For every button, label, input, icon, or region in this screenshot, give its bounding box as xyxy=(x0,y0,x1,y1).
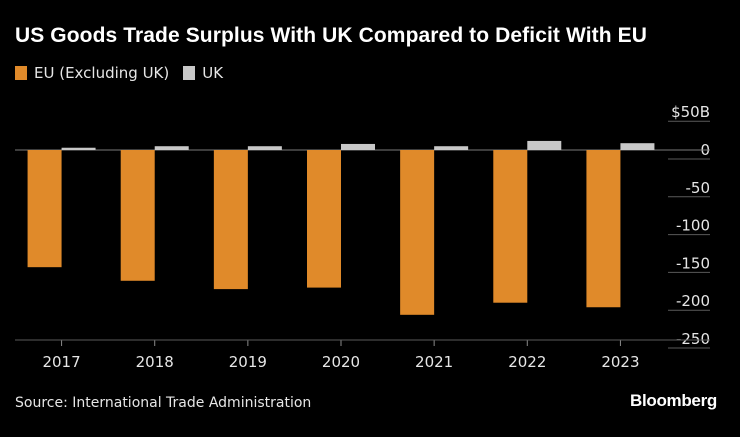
bar-eu xyxy=(400,150,435,315)
legend-label-eu: EU (Excluding UK) xyxy=(34,64,170,82)
bar-eu xyxy=(213,150,248,290)
source-note: Source: International Trade Administrati… xyxy=(15,395,312,411)
bar-eu xyxy=(493,150,528,303)
x-tick-label: 2022 xyxy=(508,353,546,371)
y-tick-label: -100 xyxy=(676,217,710,235)
x-tick-label: 2018 xyxy=(136,353,174,371)
legend-item-eu: EU (Excluding UK) xyxy=(15,64,169,82)
chart-legend: EU (Excluding UK) UK xyxy=(15,64,237,82)
x-tick-label: 2020 xyxy=(322,353,360,371)
y-tick-label: -50 xyxy=(686,179,711,197)
legend-item-uk: UK xyxy=(183,64,223,82)
y-tick-label: -150 xyxy=(676,254,710,272)
x-tick-label: 2023 xyxy=(601,353,639,371)
legend-swatch-eu xyxy=(15,66,27,80)
bar-eu xyxy=(120,150,155,281)
x-tick-label: 2019 xyxy=(229,353,267,371)
bar-uk xyxy=(527,140,562,150)
legend-label-uk: UK xyxy=(202,64,224,82)
bar-uk xyxy=(620,143,655,150)
legend-swatch-uk xyxy=(183,66,196,80)
x-tick-label: 2017 xyxy=(42,353,80,371)
y-tick-label: -200 xyxy=(676,292,710,310)
bar-eu xyxy=(307,150,341,288)
bar-uk xyxy=(61,147,96,150)
bar-uk xyxy=(154,146,189,150)
bar-eu xyxy=(586,150,621,308)
bar-uk xyxy=(341,143,375,150)
y-axis-top-label: $50B xyxy=(671,103,710,121)
bar-uk xyxy=(434,146,469,150)
y-tick-label: -250 xyxy=(676,330,710,348)
x-tick-label: 2021 xyxy=(415,353,453,371)
bar-eu xyxy=(27,150,62,268)
chart-title: US Goods Trade Surplus With UK Compared … xyxy=(15,24,647,47)
bar-uk xyxy=(247,146,282,150)
bloomberg-logo: Bloomberg xyxy=(629,391,717,410)
